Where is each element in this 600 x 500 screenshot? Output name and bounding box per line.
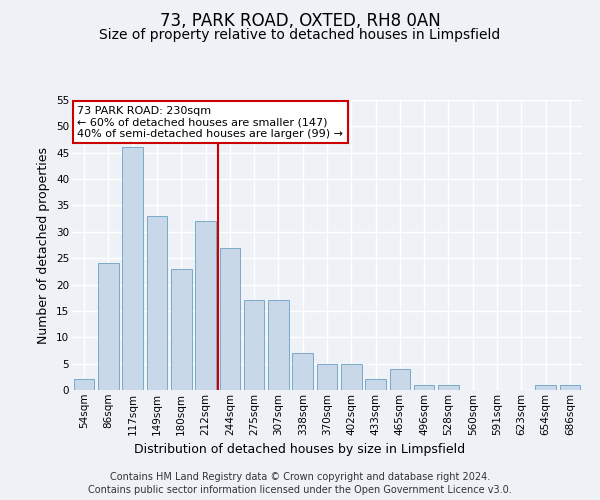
Bar	[341, 364, 362, 390]
Bar	[122, 148, 143, 390]
Text: 73, PARK ROAD, OXTED, RH8 0AN: 73, PARK ROAD, OXTED, RH8 0AN	[160, 12, 440, 30]
Bar	[389, 369, 410, 390]
Bar	[244, 300, 265, 390]
Bar	[171, 268, 191, 390]
Text: 73 PARK ROAD: 230sqm
← 60% of detached houses are smaller (147)
40% of semi-deta: 73 PARK ROAD: 230sqm ← 60% of detached h…	[77, 106, 343, 139]
Bar	[146, 216, 167, 390]
Bar	[74, 380, 94, 390]
Text: Contains public sector information licensed under the Open Government Licence v3: Contains public sector information licen…	[88, 485, 512, 495]
Bar	[560, 384, 580, 390]
Bar	[195, 222, 216, 390]
Bar	[292, 353, 313, 390]
Bar	[98, 264, 119, 390]
Bar	[268, 300, 289, 390]
Bar	[414, 384, 434, 390]
Bar	[365, 380, 386, 390]
Y-axis label: Number of detached properties: Number of detached properties	[37, 146, 50, 344]
Bar	[535, 384, 556, 390]
Bar	[438, 384, 459, 390]
Bar	[317, 364, 337, 390]
Text: Distribution of detached houses by size in Limpsfield: Distribution of detached houses by size …	[134, 442, 466, 456]
Text: Size of property relative to detached houses in Limpsfield: Size of property relative to detached ho…	[100, 28, 500, 42]
Text: Contains HM Land Registry data © Crown copyright and database right 2024.: Contains HM Land Registry data © Crown c…	[110, 472, 490, 482]
Bar	[220, 248, 240, 390]
